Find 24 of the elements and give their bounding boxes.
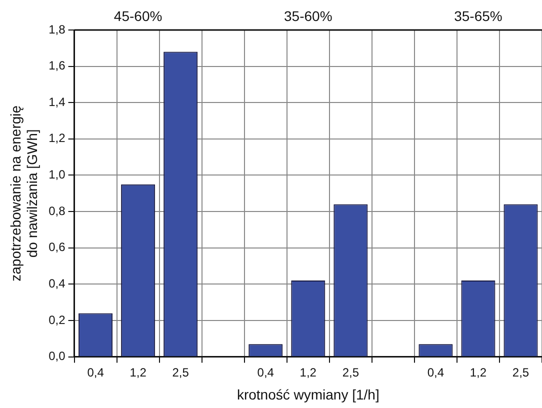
y-tick-label: 1,2 <box>48 131 66 146</box>
y-tick-label: 1,4 <box>48 94 66 109</box>
x-tick-label: 2,5 <box>512 365 530 380</box>
text: 35-65% <box>454 8 502 24</box>
y-tick-label: 1,6 <box>48 58 66 73</box>
y-tick-label: 0,6 <box>48 240 66 254</box>
y-tick-label: 0,0 <box>48 349 66 364</box>
x-tick-label: 0,4 <box>257 365 274 380</box>
x-tick-label: 1,2 <box>300 365 317 380</box>
x-tick-label: 2,5 <box>342 365 360 380</box>
y-tick-label: 0,2 <box>48 312 66 327</box>
y-tick-label: 0,8 <box>48 204 66 218</box>
x-tick-label: 1,2 <box>130 365 147 380</box>
text: 45-60% <box>114 8 162 24</box>
text: 35-60% <box>284 8 332 24</box>
y-tick-label: 1,0 <box>48 168 66 182</box>
y-axis-title: zapotrzebowanie na energię do nawilżania [GWh] <box>7 105 40 282</box>
y-tick-label: 1,8 <box>48 22 66 36</box>
x-tick-label: 1,2 <box>470 365 487 380</box>
x-tick-label: 0,4 <box>427 365 444 380</box>
x-axis-title: krotność wymiany [1/h] <box>236 386 380 402</box>
y-tick-label: 0,4 <box>48 276 66 290</box>
x-tick-label: 0,4 <box>87 365 104 380</box>
x-tick-label: 2,5 <box>172 365 190 380</box>
